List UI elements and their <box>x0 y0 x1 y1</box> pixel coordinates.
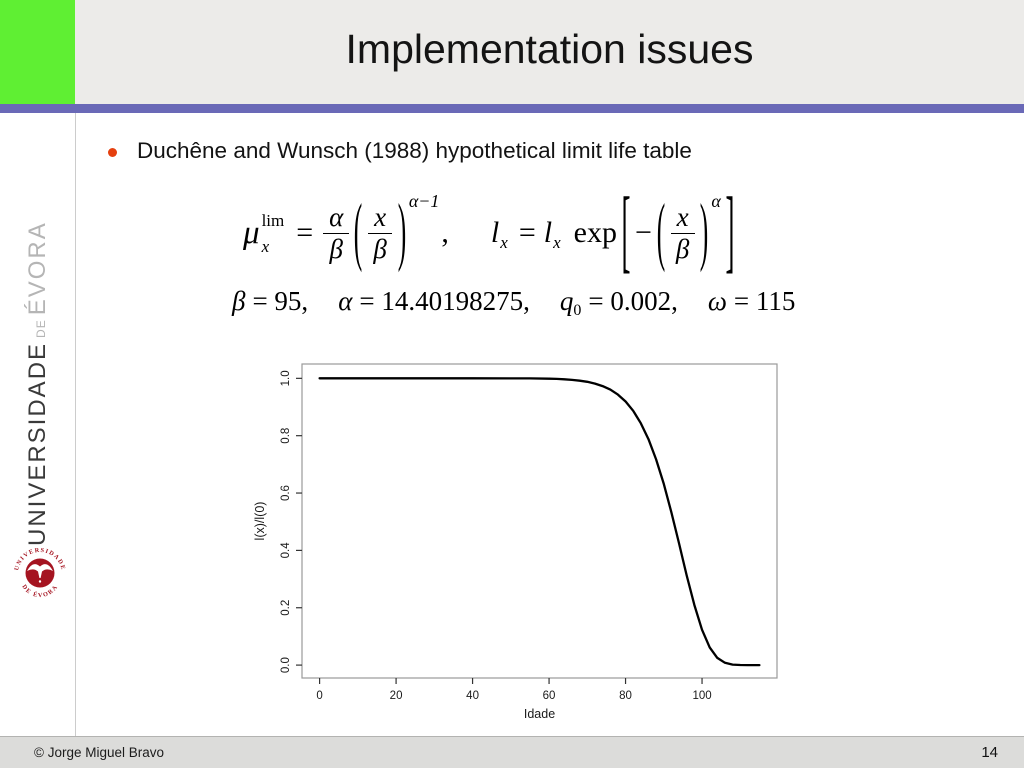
university-name: UNIVERSIDADE <box>24 341 51 546</box>
parameter-value: = 95, <box>252 286 309 316</box>
footer-bar: © Jorge Miguel Bravo 14 <box>0 736 1024 768</box>
y-tick-label: 0.2 <box>280 600 292 616</box>
seal-star-dot <box>38 580 42 583</box>
right-paren: ) <box>397 189 407 274</box>
university-de: DE <box>34 319 48 338</box>
parameter-value: = 0.002, <box>588 286 678 316</box>
parameters-row: β = 95, α = 14.40198275, q0 = 0.002, ω = 115 <box>232 286 825 320</box>
x-tick-label: 100 <box>692 690 711 702</box>
x-tick-label: 60 <box>543 690 556 702</box>
parameter-subscript: 0 <box>573 302 582 319</box>
fraction-numerator: x <box>670 202 695 234</box>
minus-sign: − <box>634 216 652 249</box>
fraction-denominator: β <box>675 234 690 264</box>
fraction-denominator: β <box>329 234 343 264</box>
x-tick-label: 0 <box>316 690 322 702</box>
formula-mu: μ <box>243 214 260 251</box>
university-wordmark: UNIVERSIDADE DE ÉVORA <box>16 221 63 546</box>
parameter-beta: β = 95, <box>232 286 308 320</box>
survival-curve-line <box>318 377 761 667</box>
footer-copyright: © Jorge Miguel Bravo <box>34 745 165 760</box>
fraction-x-beta: x β <box>367 202 393 264</box>
plot-box <box>301 363 778 679</box>
fraction-numerator: x <box>368 202 393 234</box>
formula-l2-sub: x <box>553 233 561 252</box>
exponent-alpha-minus-1: α−1 <box>408 190 440 211</box>
corner-accent-block <box>0 0 75 104</box>
exponent-alpha: α <box>711 190 721 211</box>
university-seal-icon: UNIVERSIDADE DE ÉVORA <box>13 547 65 599</box>
survival-curve-chart: 0 20 40 60 80 100 0.0 0.2 0.4 0.6 0.8 1.0 Idade l(x)/… <box>250 355 795 735</box>
title-bar <box>75 0 1024 104</box>
parameter-value: = 14.40198275, <box>359 286 530 316</box>
left-bracket: [ <box>621 180 631 283</box>
parameter-symbol: β <box>232 286 246 316</box>
y-axis-label: l(x)/l(0) <box>253 502 267 541</box>
fraction-alpha-beta: α β <box>323 202 350 264</box>
parameter-q0: q0 = 0.002, <box>560 286 678 320</box>
formula-lx: l x = l x exp [ − ( x β ) α ] <box>490 185 739 278</box>
parameter-value: = 115 <box>733 286 796 316</box>
formula-equals: = <box>296 216 314 249</box>
formula-l-sub: x <box>500 233 508 252</box>
formula-l: l <box>490 216 500 249</box>
x-axis-label: Idade <box>524 707 555 721</box>
parameter-omega: ω = 115 <box>708 286 796 320</box>
fraction-x-beta: x β <box>670 202 695 264</box>
page-title: Implementation issues <box>345 26 754 72</box>
seal-bird-icon <box>27 564 53 578</box>
formula-mu-sup: lim <box>261 210 285 230</box>
formula-exp: exp <box>573 216 617 249</box>
university-city: ÉVORA <box>24 221 51 316</box>
parameter-symbol: α <box>338 286 353 316</box>
left-paren: ( <box>656 189 666 274</box>
x-tick-label: 80 <box>619 690 632 702</box>
right-paren: ) <box>700 189 709 274</box>
bullet-icon <box>108 148 117 157</box>
y-tick-label: 0.0 <box>280 657 292 673</box>
parameter-alpha: α = 14.40198275, <box>338 286 530 320</box>
parameter-symbol: ω <box>707 286 727 316</box>
formula-mu-supsub: lim x <box>262 212 285 255</box>
formula-equals: = <box>518 216 536 249</box>
y-tick-label: 1.0 <box>280 370 292 386</box>
fraction-numerator: α <box>323 202 350 234</box>
left-paren: ( <box>354 189 363 274</box>
y-tick-label: 0.8 <box>280 428 292 444</box>
parameter-symbol: q <box>559 286 574 316</box>
page-number: 14 <box>981 744 998 761</box>
y-tick-label: 0.6 <box>280 485 292 501</box>
bullet-text: Duchêne and Wunsch (1988) hypothetical l… <box>137 138 692 163</box>
right-bracket: ] <box>725 180 735 283</box>
fraction-denominator: β <box>373 234 387 264</box>
formula-mu-sub: x <box>261 236 270 256</box>
sidebar-divider <box>75 113 76 736</box>
y-tick-label: 0.4 <box>280 542 292 559</box>
chart-canvas: 0 20 40 60 80 100 0.0 0.2 0.4 0.6 0.8 1.0 Idade l(x)/… <box>253 363 778 721</box>
header-divider-band <box>0 104 1024 113</box>
x-tick-label: 20 <box>390 690 403 702</box>
formula-l2: l <box>543 216 553 249</box>
formula-comma: , <box>441 216 449 249</box>
formula-row: μ lim x = α β ( x β ) α−1 , l x = l x ex… <box>243 181 739 285</box>
x-tick-label: 40 <box>466 690 479 702</box>
